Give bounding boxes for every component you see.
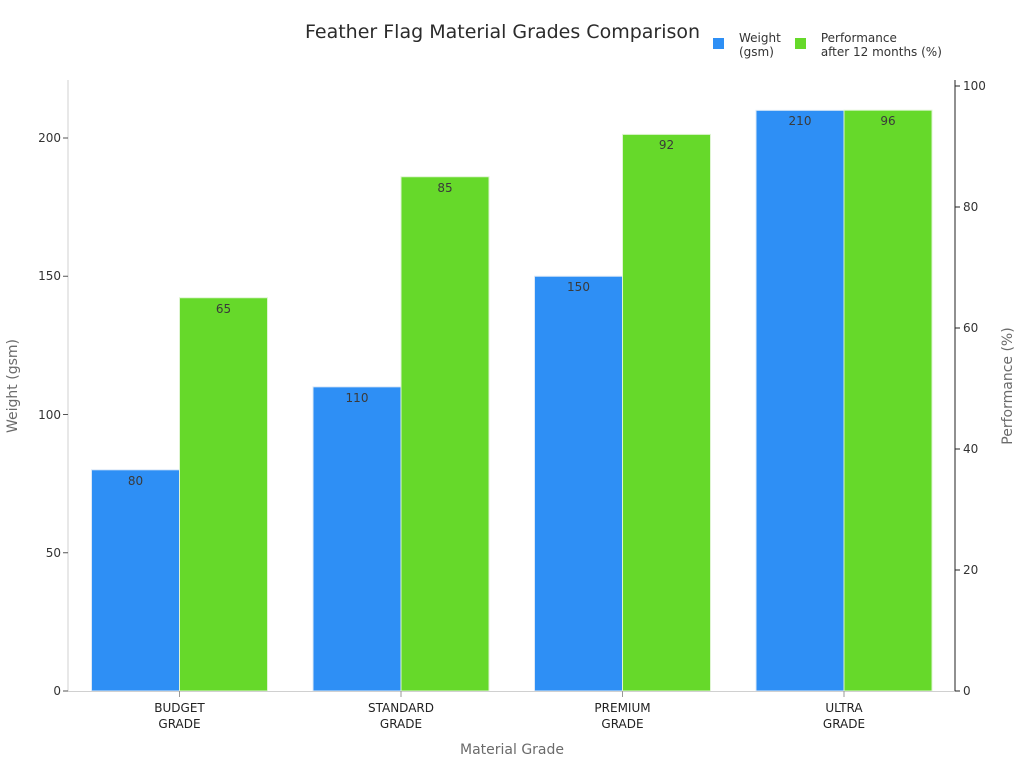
legend-label-performance: Performance after 12 months (%)	[820, 31, 942, 59]
legend-swatch-weight	[713, 38, 724, 49]
bar-performance[interactable]	[843, 109, 933, 692]
legend-item-weight[interactable]: Weight (gsm)	[713, 31, 781, 59]
chart-title: Feather Flag Material Grades Comparison	[305, 21, 701, 43]
bar-value-label: 80	[127, 473, 144, 488]
legend-swatch-performance	[794, 38, 806, 49]
x-category-label: STANDARD GRADE	[367, 701, 435, 731]
y-left-tick-label: 200	[38, 131, 61, 145]
legend-label-weight: Weight (gsm)	[739, 31, 781, 59]
bar-value-label: 85	[437, 180, 453, 195]
legend-item-performance[interactable]: Performance after 12 months (%)	[794, 31, 942, 59]
y-left-tick-label: 50	[45, 545, 61, 560]
bars-group	[91, 109, 933, 692]
bar-weight[interactable]	[755, 109, 845, 692]
bar-weight[interactable]	[312, 386, 402, 692]
x-category-label: BUDGET GRADE	[154, 701, 205, 731]
y-left-tick-label: 150	[38, 269, 61, 284]
bar-value-label: 96	[880, 114, 896, 129]
y-axis-left-title: Weight (gsm)	[5, 339, 21, 433]
x-category-label: PREMIUM GRADE	[594, 701, 651, 731]
bar-value-label: 210	[788, 114, 812, 129]
bar-value-label: 110	[345, 390, 369, 405]
bar-value-label: 92	[658, 138, 675, 153]
bar-weight[interactable]	[534, 275, 623, 692]
y-right-tick-label: 0	[963, 684, 971, 698]
tick-marks	[63, 85, 960, 697]
y-right-tick-label: 20	[963, 563, 979, 577]
x-category-label: ULTRA GRADE	[822, 701, 866, 731]
y-axis-right-title: Performance (%)	[1000, 327, 1016, 445]
y-right-tick-label: 60	[963, 321, 979, 335]
y-left-tick-label: 0	[53, 684, 61, 698]
legend: Weight (gsm) Performance after 12 months…	[713, 31, 942, 59]
bar-performance[interactable]	[622, 133, 711, 692]
bar-value-label: 65	[215, 301, 232, 316]
bar-performance[interactable]	[400, 176, 490, 692]
x-axis-title: Material Grade	[459, 742, 565, 758]
bar-weight[interactable]	[91, 469, 180, 692]
y-right-tick-label: 80	[963, 200, 979, 214]
y-left-tick-label: 100	[38, 407, 61, 422]
bar-performance[interactable]	[179, 297, 268, 692]
y-right-tick-label: 100	[963, 79, 986, 93]
bar-value-label: 150	[567, 280, 590, 295]
y-right-tick-label: 40	[963, 442, 979, 456]
